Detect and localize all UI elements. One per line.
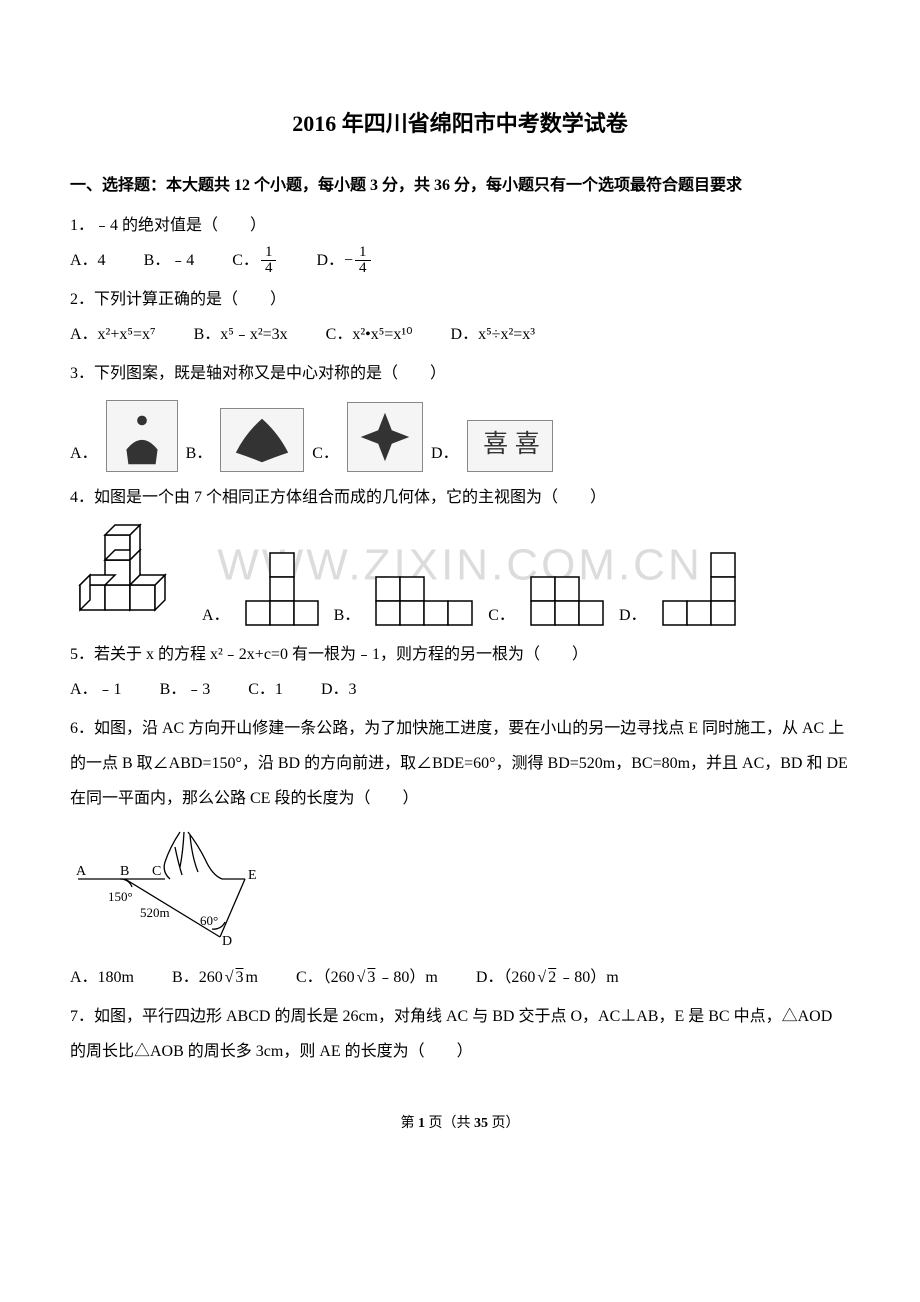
option-b: B．x⁵﹣x²=3x xyxy=(194,317,288,352)
view-option-a xyxy=(244,547,320,633)
option-c-label: C． xyxy=(488,598,515,633)
option-b-pre: B．260 xyxy=(172,960,223,995)
question-options: A． B． C． D． 喜喜 xyxy=(70,400,850,472)
fraction-num: 1 xyxy=(355,245,371,261)
option-d-label: D． xyxy=(431,436,459,471)
minus-sign: − xyxy=(344,243,353,278)
option-d-pre: D．（260 xyxy=(476,960,536,995)
question-text: 4．如图是一个由 7 个相同正方体组合而成的几何体，它的主视图为（ ） xyxy=(70,480,850,515)
label-angle2: 60° xyxy=(200,913,218,928)
option-a: A．180m xyxy=(70,960,134,995)
option-d-label: D． xyxy=(316,243,344,278)
question-options: A．4 B．﹣4 C． 1 4 D． − 1 4 xyxy=(70,243,850,278)
view-option-c xyxy=(529,571,605,633)
label-B: B xyxy=(120,864,129,879)
question-text: 5．若关于 x 的方程 x²﹣2x+c=0 有一根为﹣1，则方程的另一根为（ ） xyxy=(70,637,850,672)
option-a: A．﹣1 xyxy=(70,672,122,707)
question-text: 2．下列计算正确的是（ ） xyxy=(70,282,850,317)
label-C: C xyxy=(152,864,161,879)
view-option-d xyxy=(661,547,737,633)
option-b-label: B． xyxy=(334,598,361,633)
footer-prefix: 第 xyxy=(401,1116,419,1131)
section-header: 一、选择题：本大题共 12 个小题，每小题 3 分，共 36 分，每小题只有一个… xyxy=(70,168,850,203)
question-3: 3．下列图案，既是轴对称又是中心对称的是（ ） A． B． C． D． 喜喜 xyxy=(70,356,850,471)
sqrt-icon: 3 xyxy=(223,960,246,995)
option-c: C．x²•x⁵=x¹⁰ xyxy=(326,317,413,352)
question-4: 4．如图是一个由 7 个相同正方体组合而成的几何体，它的主视图为（ ） xyxy=(70,480,850,633)
cube-figure xyxy=(70,515,188,633)
question-text: 3．下列图案，既是轴对称又是中心对称的是（ ） xyxy=(70,356,850,391)
question-text: 1．﹣4 的绝对值是（ ） xyxy=(70,208,850,243)
question-figure-row: A． B． C． D． xyxy=(70,515,850,633)
view-option-b xyxy=(374,571,474,633)
option-c-label: C． xyxy=(232,243,259,278)
page-footer: 第 1 页（共 35 页） xyxy=(70,1109,850,1140)
svg-text:喜: 喜 xyxy=(514,429,539,457)
option-c: C．（260 3﹣80）m xyxy=(296,960,438,995)
option-d-post: ﹣80）m xyxy=(558,960,618,995)
option-d: D．x⁵÷x²=x³ xyxy=(451,317,536,352)
footer-suffix: 页） xyxy=(488,1116,520,1131)
fraction: 1 4 xyxy=(261,245,277,276)
pattern-image-d: 喜喜 xyxy=(467,420,553,472)
option-b: B．260 3m xyxy=(172,960,258,995)
fraction: 1 4 xyxy=(355,245,371,276)
label-A: A xyxy=(76,864,87,879)
option-a-label: A． xyxy=(202,598,230,633)
question-2: 2．下列计算正确的是（ ） A．x²+x⁵=x⁷ B．x⁵﹣x²=3x C．x²… xyxy=(70,282,850,352)
sqrt-icon: 2 xyxy=(535,960,558,995)
option-c-pre: C．（260 xyxy=(296,960,355,995)
option-b-label: B． xyxy=(186,436,213,471)
pattern-image-a xyxy=(106,400,178,472)
question-text: 7．如图，平行四边形 ABCD 的周长是 26cm，对角线 AC 与 BD 交于… xyxy=(70,999,850,1069)
option-b: B．﹣3 xyxy=(160,672,211,707)
pattern-image-b xyxy=(220,408,304,472)
question-options: A．180m B．2603m C．（2603﹣80）m D．（2602﹣80）m xyxy=(70,960,850,995)
option-c: C．1 xyxy=(248,672,283,707)
option-c-label: C． xyxy=(312,436,339,471)
sqrt-icon: 3 xyxy=(355,960,378,995)
option-a: A．x²+x⁵=x⁷ xyxy=(70,317,156,352)
option-d: D． − 1 4 xyxy=(316,243,372,278)
option-a: A．4 xyxy=(70,243,106,278)
option-b-post: m xyxy=(245,960,257,995)
option-b: B．﹣4 xyxy=(144,243,195,278)
footer-middle: 页（共 xyxy=(425,1116,474,1131)
footer-page: 1 xyxy=(418,1116,425,1131)
label-D: D xyxy=(222,934,232,947)
option-c: C． 1 4 xyxy=(232,243,278,278)
option-c-post: ﹣80）m xyxy=(377,960,437,995)
option-d: D．3 xyxy=(321,672,357,707)
svg-text:喜: 喜 xyxy=(483,429,508,457)
fraction-den: 4 xyxy=(355,261,371,276)
diagram-mountain: A B C E D 150° 520m 60° xyxy=(70,817,850,960)
question-5: 5．若关于 x 的方程 x²﹣2x+c=0 有一根为﹣1，则方程的另一根为（ ）… xyxy=(70,637,850,707)
sqrt-radicand: 3 xyxy=(365,969,377,986)
sqrt-radicand: 2 xyxy=(546,969,558,986)
sqrt-radicand: 3 xyxy=(233,969,245,986)
question-text: 6．如图，沿 AC 方向开山修建一条公路，为了加快施工进度，要在小山的另一边寻找… xyxy=(70,711,850,817)
question-options: A．﹣1 B．﹣3 C．1 D．3 xyxy=(70,672,850,707)
option-d: D．（260 2﹣80）m xyxy=(476,960,619,995)
fraction-num: 1 xyxy=(261,245,277,261)
document-title: 2016 年四川省绵阳市中考数学试卷 xyxy=(70,100,850,148)
question-7: 7．如图，平行四边形 ABCD 的周长是 26cm，对角线 AC 与 BD 交于… xyxy=(70,999,850,1069)
label-len: 520m xyxy=(140,905,170,920)
label-angle1: 150° xyxy=(108,889,133,904)
fraction-den: 4 xyxy=(261,261,277,276)
option-d-label: D． xyxy=(619,598,647,633)
question-6: 6．如图，沿 AC 方向开山修建一条公路，为了加快施工进度，要在小山的另一边寻找… xyxy=(70,711,850,995)
label-E: E xyxy=(248,868,257,883)
document-content: 2016 年四川省绵阳市中考数学试卷 一、选择题：本大题共 12 个小题，每小题… xyxy=(70,100,850,1140)
pattern-image-c xyxy=(347,402,423,472)
option-a-label: A． xyxy=(70,436,98,471)
question-options: A．x²+x⁵=x⁷ B．x⁵﹣x²=3x C．x²•x⁵=x¹⁰ D．x⁵÷x… xyxy=(70,317,850,352)
footer-total: 35 xyxy=(474,1116,488,1131)
question-1: 1．﹣4 的绝对值是（ ） A．4 B．﹣4 C． 1 4 D． − 1 4 xyxy=(70,208,850,278)
